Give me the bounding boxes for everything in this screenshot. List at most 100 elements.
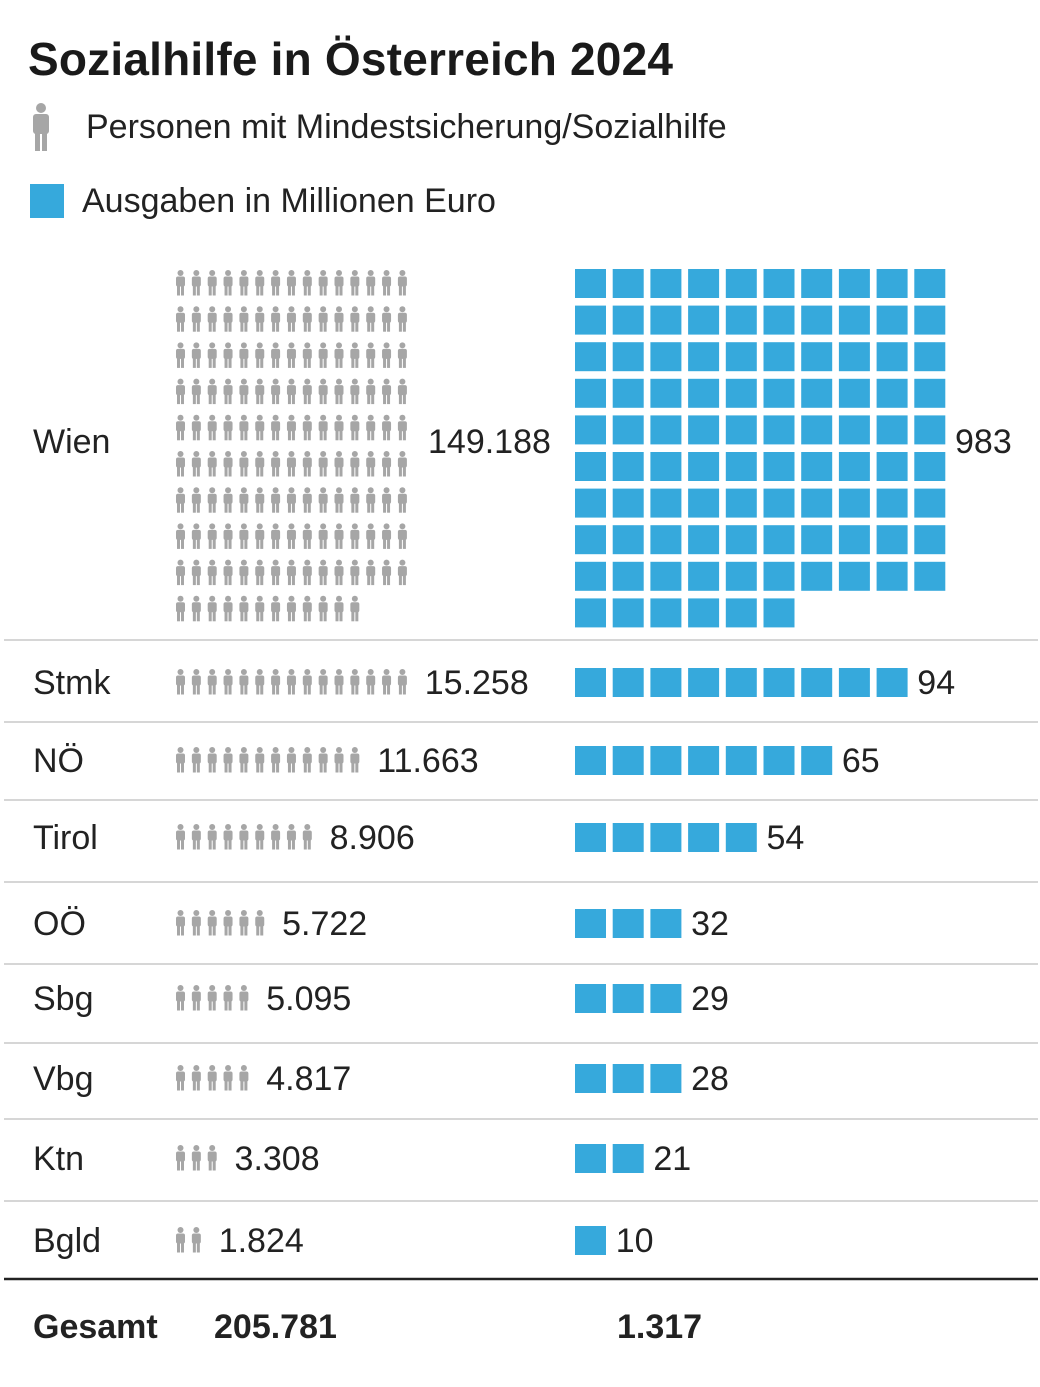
- person-icon: [255, 595, 265, 622]
- spending-square: [801, 561, 833, 591]
- spending-square: [612, 668, 644, 697]
- person-icon: [191, 451, 201, 477]
- person-icon: [318, 559, 328, 586]
- person-icon: [382, 669, 392, 695]
- person-icon: [382, 306, 392, 332]
- person-icon: [255, 747, 265, 773]
- person-icon: [286, 378, 296, 405]
- person-icon: [207, 378, 217, 405]
- spending-square: [688, 305, 720, 335]
- person-icon: [239, 487, 249, 513]
- spending-square: [914, 305, 946, 335]
- persons-icons: [176, 985, 249, 1011]
- spending-square: [876, 269, 908, 298]
- spending-square: [876, 525, 908, 555]
- person-icon: [302, 414, 312, 441]
- spending-value-label: 28: [691, 1060, 729, 1098]
- person-icon: [176, 1227, 185, 1253]
- person-icon: [191, 985, 201, 1011]
- persons-value-label: 5.095: [266, 980, 351, 1018]
- person-icon: [223, 378, 233, 405]
- person-icon: [239, 747, 249, 773]
- person-icon: [271, 559, 281, 586]
- person-icon: [239, 378, 249, 405]
- spending-square: [650, 305, 682, 335]
- spending-square: [763, 452, 795, 481]
- total-persons-value: 205.781: [214, 1308, 337, 1346]
- spending-square: [650, 452, 682, 481]
- persons-icons-wien: [176, 270, 407, 622]
- person-icon: [286, 824, 296, 850]
- person-icon: [176, 559, 185, 586]
- spending-square: [575, 452, 606, 481]
- person-icon: [176, 985, 185, 1011]
- spending-square: [725, 561, 757, 591]
- person-icon: [397, 451, 407, 477]
- spending-square: [688, 668, 720, 697]
- spending-square: [575, 561, 606, 591]
- person-icon: [207, 747, 217, 773]
- person-icon: [191, 559, 201, 586]
- person-icon: [366, 378, 376, 405]
- person-icon: [176, 669, 185, 695]
- spending-value-label: 32: [691, 905, 729, 943]
- legend-swatch-spending: [30, 184, 64, 218]
- person-icon: [397, 342, 407, 368]
- spending-square: [763, 525, 795, 555]
- spending-square: [612, 984, 644, 1013]
- spending-square: [612, 378, 644, 408]
- person-icon: [239, 270, 249, 296]
- person-icon: [318, 487, 328, 513]
- person-icon: [334, 378, 344, 405]
- person-icon: [271, 378, 281, 405]
- spending-square: [763, 269, 795, 298]
- person-icon: [223, 523, 233, 549]
- category-label: Vbg: [33, 1060, 94, 1098]
- person-icon: [397, 414, 407, 441]
- legend-item-persons: Personen mit Mindestsicherung/Sozialhilf…: [30, 102, 727, 152]
- person-icon: [366, 414, 376, 441]
- person-icon: [255, 824, 265, 850]
- spending-square: [838, 561, 870, 591]
- total-label: Gesamt: [33, 1308, 158, 1346]
- person-icon: [302, 669, 312, 695]
- person-icon: [334, 487, 344, 513]
- spending-value-label: 10: [616, 1222, 654, 1260]
- person-icon: [286, 342, 296, 368]
- spending-square: [575, 1226, 606, 1255]
- person-icon: [255, 669, 265, 695]
- person-icon: [239, 306, 249, 332]
- spending-square: [725, 415, 757, 445]
- person-icon: [350, 306, 360, 332]
- spending-square: [838, 452, 870, 481]
- spending-square: [575, 342, 606, 372]
- spending-square: [575, 984, 606, 1013]
- person-icon: [382, 523, 392, 549]
- person-icon: [176, 487, 185, 513]
- person-icon: [207, 559, 217, 586]
- chart-title: Sozialhilfe in Österreich 2024: [28, 33, 674, 85]
- persons-icons: [176, 1145, 217, 1171]
- person-icon: [350, 523, 360, 549]
- person-icon: [350, 270, 360, 296]
- category-label: Stmk: [33, 664, 111, 702]
- person-icon: [176, 1065, 185, 1091]
- person-icon: [302, 451, 312, 477]
- person-icon: [255, 414, 265, 441]
- person-icon: [207, 910, 217, 936]
- spending-square: [801, 452, 833, 481]
- person-icon: [302, 270, 312, 296]
- person-icon: [271, 270, 281, 296]
- person-icon: [302, 559, 312, 586]
- person-icon: [176, 378, 185, 405]
- category-label: OÖ: [33, 905, 86, 943]
- spending-square: [688, 561, 720, 591]
- spending-square: [801, 488, 833, 518]
- person-icon: [223, 342, 233, 368]
- person-icon: [318, 342, 328, 368]
- spending-square: [650, 525, 682, 555]
- spending-value-label: 65: [842, 742, 880, 780]
- spending-square: [725, 598, 757, 628]
- spending-square: [688, 342, 720, 372]
- category-label: Wien: [33, 423, 110, 461]
